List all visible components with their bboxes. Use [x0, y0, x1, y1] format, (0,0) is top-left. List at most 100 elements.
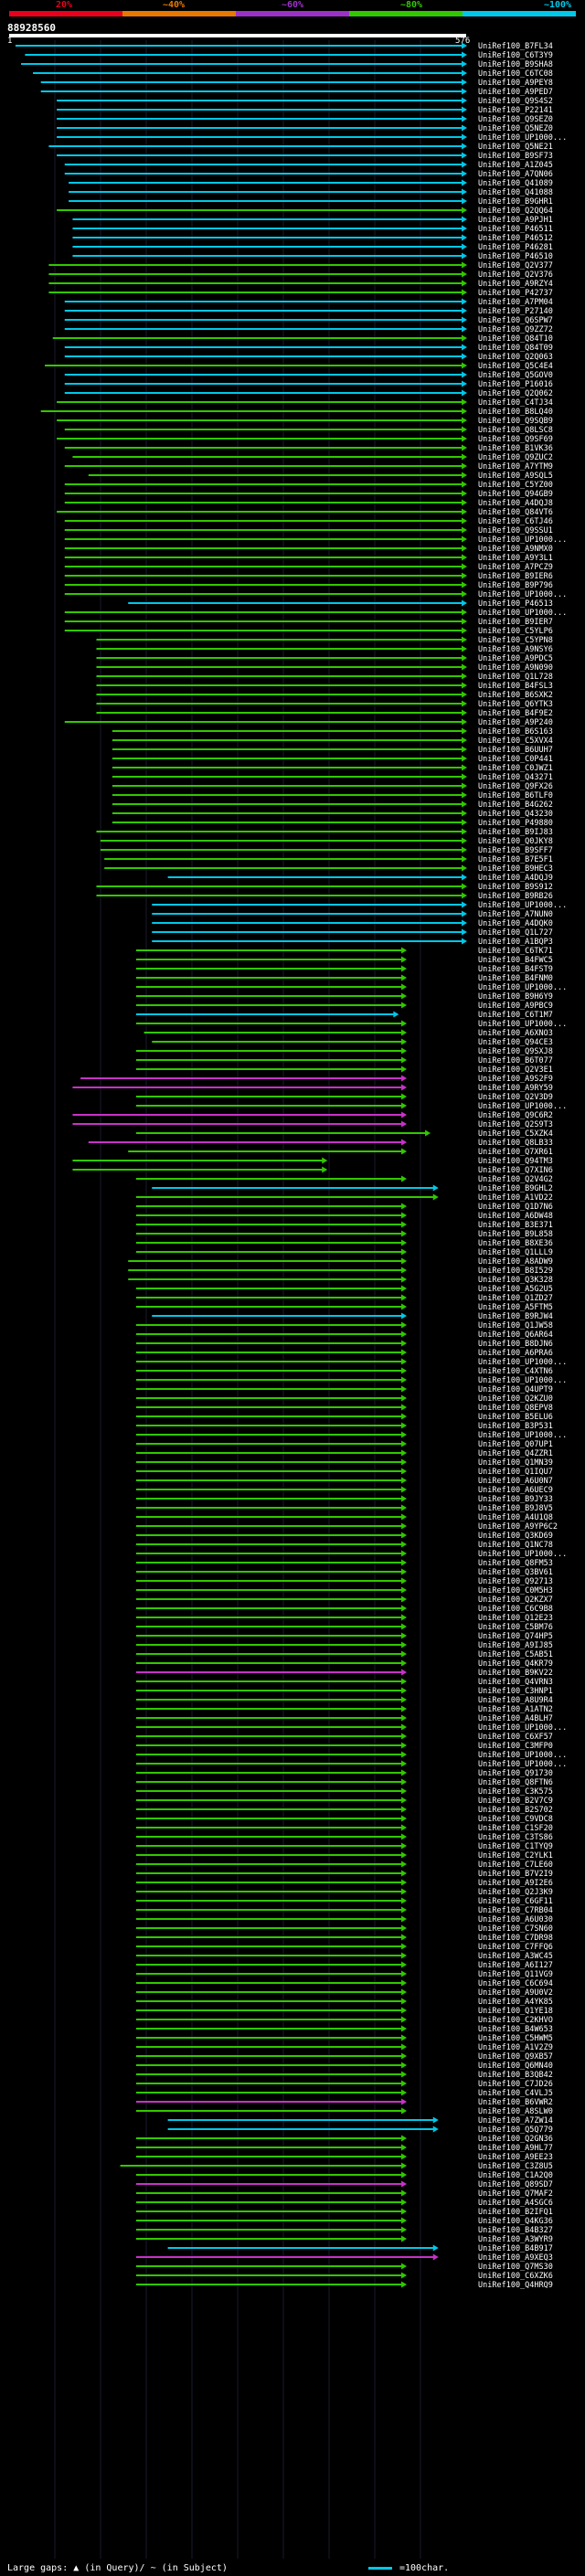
- hit-label[interactable]: UniRef100_B9GHR1: [478, 197, 553, 207]
- hit-label[interactable]: UniRef100_B9IER7: [478, 618, 553, 627]
- hit-label[interactable]: UniRef100_P49880: [478, 819, 553, 828]
- hit-label[interactable]: UniRef100_A7PCZ9: [478, 563, 553, 572]
- hit-label[interactable]: UniRef100_P42737: [478, 289, 553, 298]
- hit-label[interactable]: UniRef100_A9RY59: [478, 1084, 553, 1093]
- hit-label[interactable]: UniRef100_B9JY33: [478, 1495, 553, 1504]
- hit-label[interactable]: UniRef100_UP1000...: [478, 1760, 567, 1769]
- hit-label[interactable]: UniRef100_Q0JKY8: [478, 837, 553, 846]
- hit-label[interactable]: UniRef100_B2IFQ1: [478, 2208, 553, 2217]
- hit-label[interactable]: UniRef100_P46512: [478, 234, 553, 243]
- hit-label[interactable]: UniRef100_B8XE36: [478, 1239, 553, 1248]
- hit-label[interactable]: UniRef100_A6UEC9: [478, 1486, 553, 1495]
- hit-label[interactable]: UniRef100_A4SGC6: [478, 2199, 553, 2208]
- hit-label[interactable]: UniRef100_B9SHA8: [478, 60, 553, 69]
- hit-label[interactable]: UniRef100_C6C9B8: [478, 1605, 553, 1614]
- hit-label[interactable]: UniRef100_B1VK36: [478, 444, 553, 453]
- hit-label[interactable]: UniRef100_B4B917: [478, 2244, 553, 2253]
- hit-label[interactable]: UniRef100_A4DQJ9: [478, 874, 553, 883]
- hit-label[interactable]: UniRef100_Q5NE21: [478, 143, 553, 152]
- hit-label[interactable]: UniRef100_C0M5H3: [478, 1586, 553, 1595]
- hit-label[interactable]: UniRef100_C2YLK1: [478, 1851, 553, 1860]
- hit-label[interactable]: UniRef100_Q7MAF2: [478, 2189, 553, 2199]
- hit-label[interactable]: UniRef100_B4W653: [478, 2025, 553, 2034]
- hit-label[interactable]: UniRef100_B9J8V5: [478, 1504, 553, 1513]
- hit-label[interactable]: UniRef100_P16016: [478, 380, 553, 389]
- hit-label[interactable]: UniRef100_A9RZY4: [478, 280, 553, 289]
- hit-label[interactable]: UniRef100_Q2QQ64: [478, 207, 553, 216]
- hit-label[interactable]: UniRef100_P46281: [478, 243, 553, 252]
- hit-label[interactable]: UniRef100_B7V2I9: [478, 1870, 553, 1879]
- hit-label[interactable]: UniRef100_C4TJ34: [478, 398, 553, 408]
- hit-label[interactable]: UniRef100_Q74HP5: [478, 1632, 553, 1641]
- hit-label[interactable]: UniRef100_B8LQ40: [478, 408, 553, 417]
- hit-label[interactable]: UniRef100_A4U1Q8: [478, 1513, 553, 1522]
- hit-label[interactable]: UniRef100_C5XZK4: [478, 1129, 553, 1139]
- hit-label[interactable]: UniRef100_Q1ZD27: [478, 1294, 553, 1303]
- hit-label[interactable]: UniRef100_UP1000...: [478, 901, 567, 910]
- hit-label[interactable]: UniRef100_A3WC45: [478, 1952, 553, 1961]
- hit-label[interactable]: UniRef100_A9S2F9: [478, 1075, 553, 1084]
- hit-label[interactable]: UniRef100_A5G2U5: [478, 1285, 553, 1294]
- hit-label[interactable]: UniRef100_Q92713: [478, 1577, 553, 1586]
- hit-label[interactable]: UniRef100_P46513: [478, 599, 553, 609]
- hit-label[interactable]: UniRef100_Q89SD7: [478, 2180, 553, 2189]
- hit-label[interactable]: UniRef100_UP1000...: [478, 1550, 567, 1559]
- hit-label[interactable]: UniRef100_B6UUH7: [478, 746, 553, 755]
- hit-label[interactable]: UniRef100_C6TK71: [478, 947, 553, 956]
- hit-label[interactable]: UniRef100_Q7XR61: [478, 1148, 553, 1157]
- hit-label[interactable]: UniRef100_C7DR98: [478, 1934, 553, 1943]
- hit-label[interactable]: UniRef100_Q1L727: [478, 928, 553, 938]
- hit-label[interactable]: UniRef100_Q4VRN3: [478, 1678, 553, 1687]
- hit-label[interactable]: UniRef100_Q2Q062: [478, 389, 553, 398]
- hit-label[interactable]: UniRef100_Q2V3D9: [478, 1093, 553, 1102]
- hit-label[interactable]: UniRef100_Q6SPW7: [478, 316, 553, 325]
- hit-label[interactable]: UniRef100_Q3K328: [478, 1276, 553, 1285]
- hit-label[interactable]: UniRef100_C5BM76: [478, 1623, 553, 1632]
- hit-label[interactable]: UniRef100_B7E5F1: [478, 855, 553, 864]
- hit-label[interactable]: UniRef100_Q1LLL9: [478, 1248, 553, 1257]
- hit-label[interactable]: UniRef100_P27140: [478, 307, 553, 316]
- hit-label[interactable]: UniRef100_A7YTM9: [478, 462, 553, 472]
- hit-label[interactable]: UniRef100_C6C694: [478, 1979, 553, 1988]
- hit-label[interactable]: UniRef100_C1SF20: [478, 1824, 553, 1833]
- hit-label[interactable]: UniRef100_Q6YTK3: [478, 700, 553, 709]
- hit-label[interactable]: UniRef100_B9S912: [478, 883, 553, 892]
- hit-label[interactable]: UniRef100_B3P531: [478, 1422, 553, 1431]
- hit-label[interactable]: UniRef100_A6U030: [478, 1915, 553, 1924]
- hit-label[interactable]: UniRef100_UP1000...: [478, 1102, 567, 1111]
- hit-label[interactable]: UniRef100_Q6MN40: [478, 2062, 553, 2071]
- hit-label[interactable]: UniRef100_Q7XIN6: [478, 1166, 553, 1175]
- hit-label[interactable]: UniRef100_C6XF57: [478, 1733, 553, 1742]
- hit-label[interactable]: UniRef100_P22141: [478, 106, 553, 115]
- hit-label[interactable]: UniRef100_A1Z045: [478, 161, 553, 170]
- hit-label[interactable]: UniRef100_C2KHVO: [478, 2016, 553, 2025]
- hit-label[interactable]: UniRef100_Q8LB33: [478, 1139, 553, 1148]
- hit-label[interactable]: UniRef100_Q11VG9: [478, 1970, 553, 1979]
- hit-label[interactable]: UniRef100_B5ELU6: [478, 1413, 553, 1422]
- hit-label[interactable]: UniRef100_P46511: [478, 225, 553, 234]
- hit-label[interactable]: UniRef100_Q9FX26: [478, 782, 553, 791]
- hit-label[interactable]: UniRef100_UP1000...: [478, 983, 567, 992]
- hit-label[interactable]: UniRef100_Q9S4S2: [478, 97, 553, 106]
- hit-label[interactable]: UniRef100_C7RB04: [478, 1906, 553, 1915]
- hit-label[interactable]: UniRef100_UP1000...: [478, 535, 567, 545]
- hit-label[interactable]: UniRef100_C6TC08: [478, 69, 553, 79]
- hit-label[interactable]: UniRef100_Q9SXJ8: [478, 1047, 553, 1056]
- hit-label[interactable]: UniRef100_Q7MS30: [478, 2263, 553, 2272]
- hit-label[interactable]: UniRef100_Q41088: [478, 188, 553, 197]
- hit-label[interactable]: UniRef100_UP1000...: [478, 590, 567, 599]
- hit-label[interactable]: UniRef100_Q8LSC8: [478, 426, 553, 435]
- hit-label[interactable]: UniRef100_B4G262: [478, 800, 553, 810]
- hit-label[interactable]: UniRef100_A4BLH7: [478, 1714, 553, 1723]
- hit-label[interactable]: UniRef100_UP1000...: [478, 1751, 567, 1760]
- hit-label[interactable]: UniRef100_Q9C6R2: [478, 1111, 553, 1120]
- hit-label[interactable]: UniRef100_Q1JW58: [478, 1321, 553, 1330]
- hit-label[interactable]: UniRef100_B9SFF7: [478, 846, 553, 855]
- hit-label[interactable]: UniRef100_B7FL34: [478, 42, 553, 51]
- hit-label[interactable]: UniRef100_A9PDC5: [478, 654, 553, 663]
- hit-label[interactable]: UniRef100_A8SLW0: [478, 2107, 553, 2116]
- hit-label[interactable]: UniRef100_B3QB42: [478, 2071, 553, 2080]
- hit-label[interactable]: UniRef100_A7PM04: [478, 298, 553, 307]
- hit-label[interactable]: UniRef100_Q3BV61: [478, 1568, 553, 1577]
- hit-label[interactable]: UniRef100_A8U9R4: [478, 1696, 553, 1705]
